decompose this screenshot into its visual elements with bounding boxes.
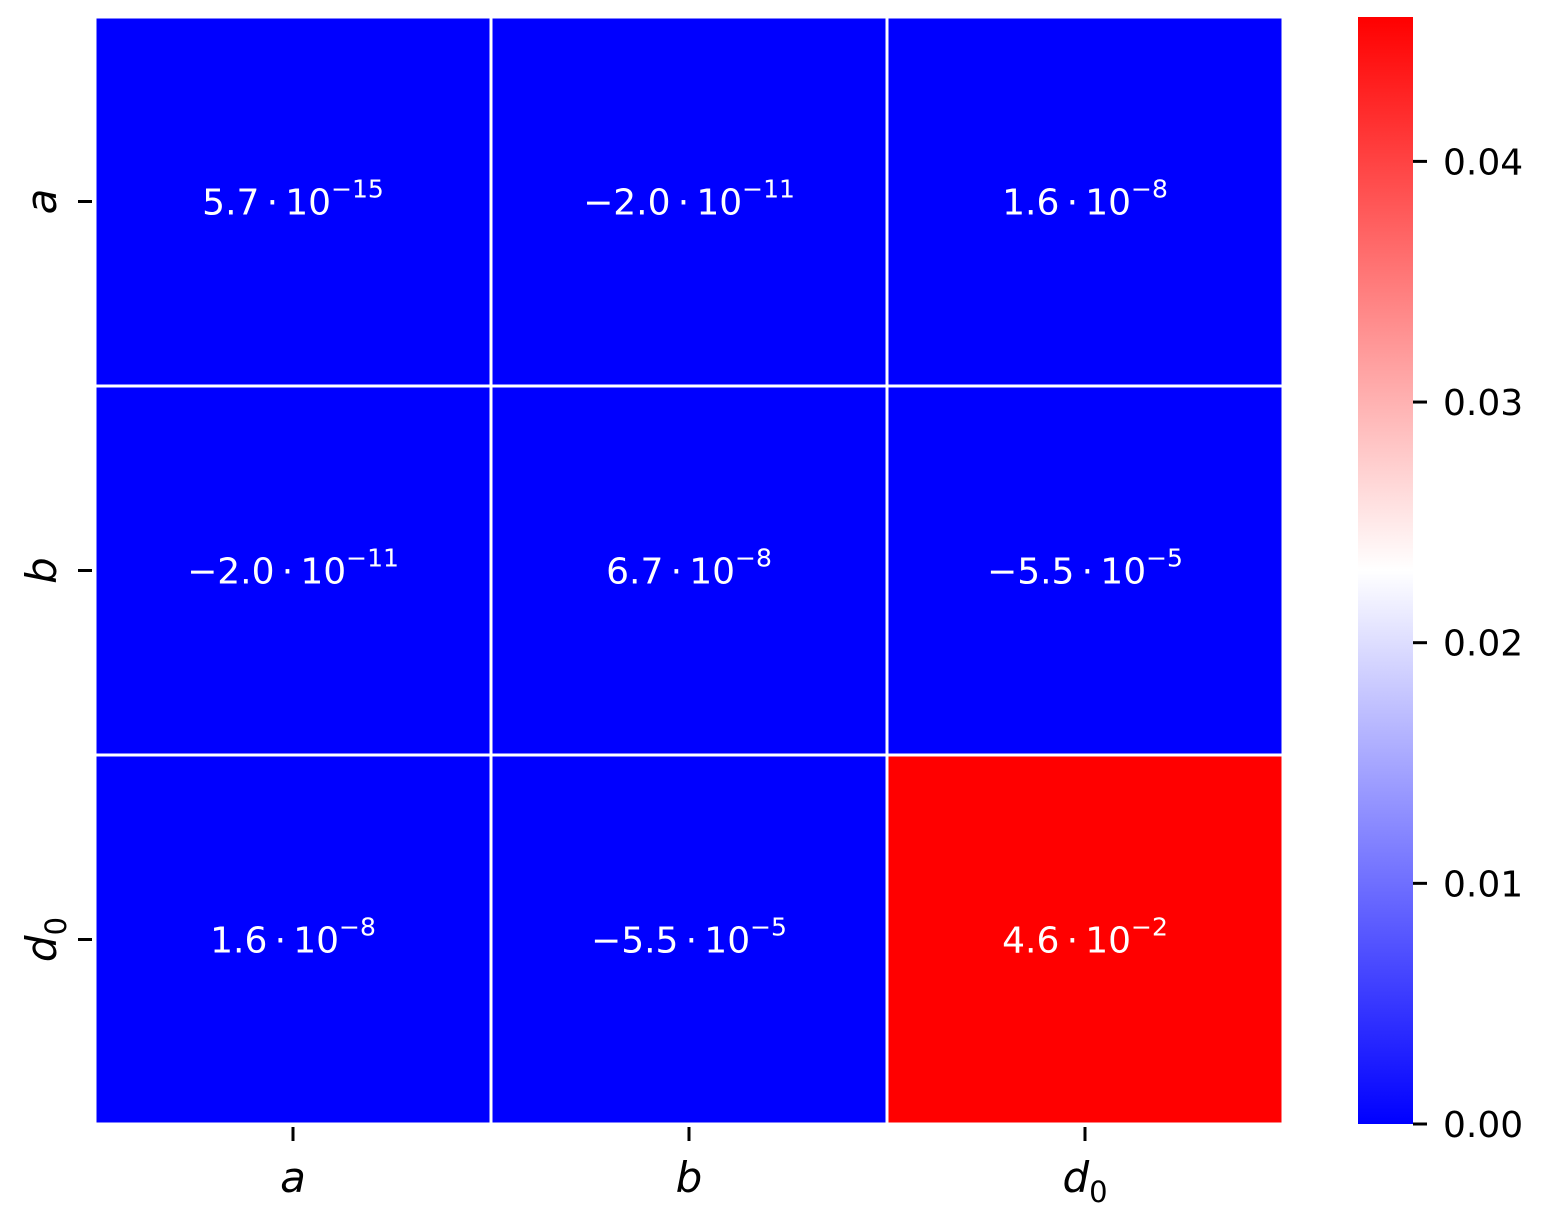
heatmap-cell-r0-c1 xyxy=(489,15,889,388)
x-tick-label-0: a xyxy=(280,1153,306,1202)
y-tick-label-2: d0 xyxy=(17,917,73,962)
heatmap-cells xyxy=(93,15,1285,1126)
cell-annotation-r0-c0: 5.7 · 10−15 xyxy=(202,175,384,224)
x-tick-label-2: d0 xyxy=(1062,1153,1107,1209)
colorbar-tick-label-0: 0.00 xyxy=(1443,1105,1523,1146)
heatmap-cell-r2-c0 xyxy=(93,753,493,1126)
colorbar-tick-label-2: 0.02 xyxy=(1443,624,1523,665)
y-axis: a b d0 xyxy=(17,189,92,962)
colorbar-gradient xyxy=(1358,17,1413,1124)
cell-annotation-r2-c0: 1.6 · 10−8 xyxy=(210,913,376,962)
x-axis: a b d0 xyxy=(280,1127,1108,1209)
colorbar: 0.00 0.01 0.02 0.03 0.04 xyxy=(1358,17,1523,1146)
cell-annotation-r2-c1: −5.5 · 10−5 xyxy=(591,913,787,962)
heatmap-cell-r1-c1 xyxy=(489,384,889,757)
cell-annotation-r1-c1: 6.7 · 10−8 xyxy=(606,544,772,593)
heatmap-cell-r0-c0 xyxy=(93,15,493,388)
heatmap-cell-r1-c2 xyxy=(885,384,1285,757)
x-tick-label-1: b xyxy=(676,1153,703,1202)
cell-annotation-r1-c0: −2.0 · 10−11 xyxy=(187,544,399,593)
y-tick-label-0: a xyxy=(17,189,66,215)
heatmap-annotations: 5.7 · 10−15 −2.0 · 10−11 1.6 · 10−8 −2.0 · … xyxy=(187,175,1183,962)
colorbar-tick-label-1: 0.01 xyxy=(1443,864,1523,905)
heatmap-cell-r0-c2 xyxy=(885,15,1285,388)
colorbar-tick-label-4: 0.04 xyxy=(1443,142,1523,183)
cell-annotation-r2-c2: 4.6 · 10−2 xyxy=(1002,913,1168,962)
cell-annotation-r1-c2: −5.5 · 10−5 xyxy=(987,544,1183,593)
heatmap-cell-r2-c1 xyxy=(489,753,889,1126)
colorbar-tick-label-3: 0.03 xyxy=(1443,383,1523,424)
cell-annotation-r0-c1: −2.0 · 10−11 xyxy=(583,175,795,224)
heatmap-cell-r1-c0 xyxy=(93,384,493,757)
y-tick-label-1: b xyxy=(17,557,66,584)
cell-annotation-r0-c2: 1.6 · 10−8 xyxy=(1002,175,1168,224)
heatmap-cell-r2-c2 xyxy=(885,753,1285,1126)
